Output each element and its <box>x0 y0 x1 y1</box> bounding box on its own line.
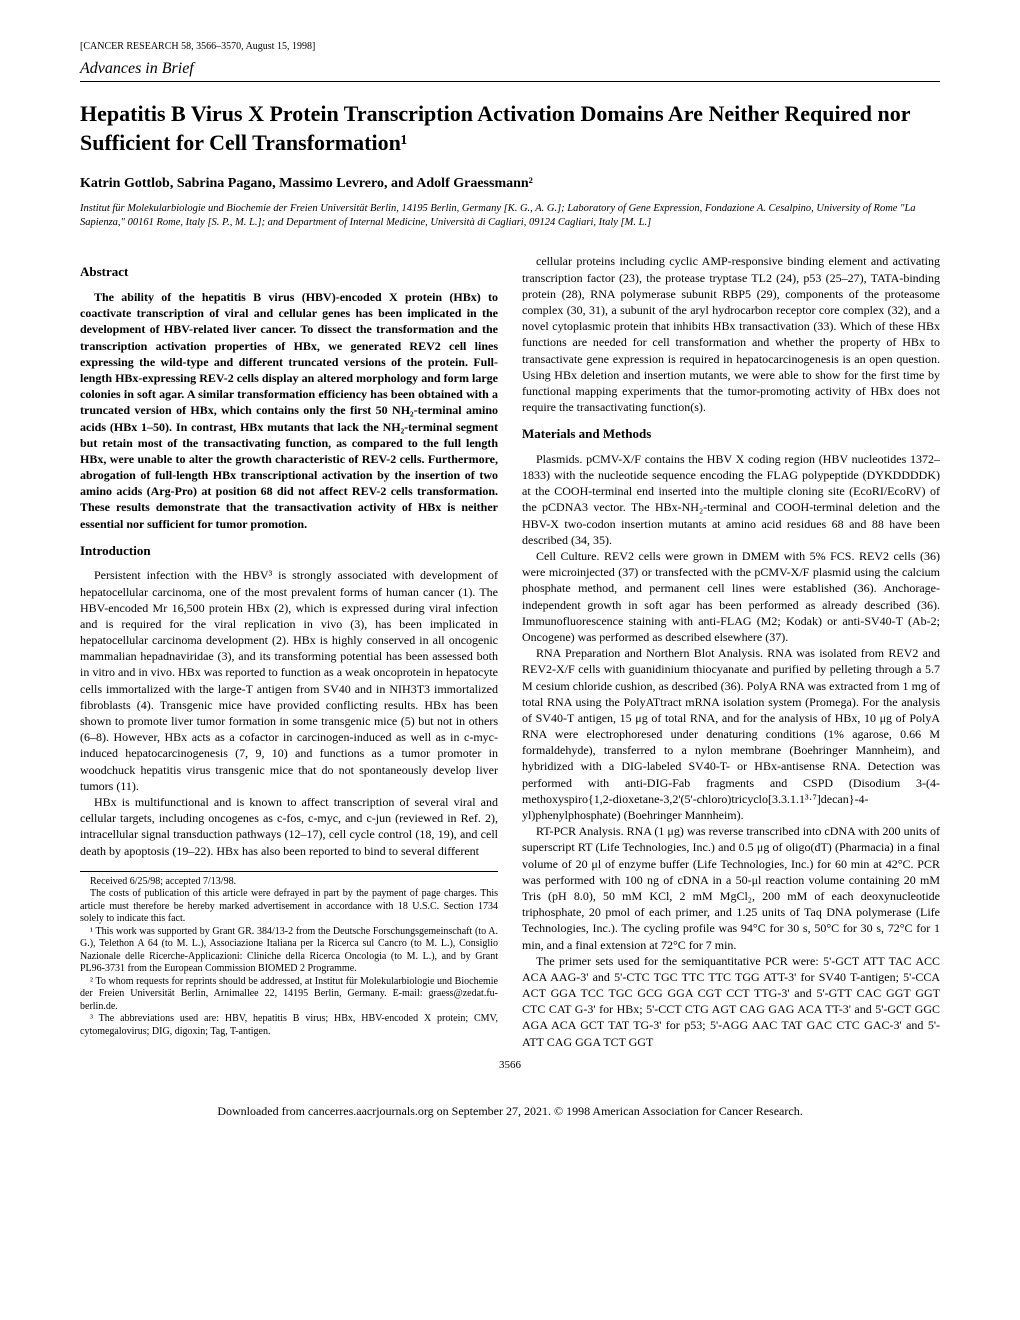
mm-primers: The primer sets used for the semiquantit… <box>522 953 940 1050</box>
mm-rtpcr: RT-PCR Analysis. RNA (1 μg) was reverse … <box>522 823 940 953</box>
mm-cell-culture: Cell Culture. REV2 cells were grown in D… <box>522 548 940 645</box>
download-note: Downloaded from cancerres.aacrjournals.o… <box>80 1103 940 1119</box>
mm-plasmids: Plasmids. pCMV-X/F contains the HBV X co… <box>522 451 940 548</box>
footnote-1: ¹ This work was supported by Grant GR. 3… <box>80 926 498 976</box>
section-label: Advances in Brief <box>80 58 940 83</box>
footnote-received: Received 6/25/98; accepted 7/13/98. <box>80 876 498 889</box>
footnote-3: ³ The abbreviations used are: HBV, hepat… <box>80 1013 498 1038</box>
intro-paragraph-2: HBx is multifunctional and is known to a… <box>80 794 498 859</box>
abstract-body: The ability of the hepatitis B virus (HB… <box>80 289 498 532</box>
page-number: 3566 <box>80 1058 940 1073</box>
introduction-heading: Introduction <box>80 542 498 560</box>
footnote-costs: The costs of publication of this article… <box>80 888 498 926</box>
mm-rna-prep: RNA Preparation and Northern Blot Analys… <box>522 645 940 823</box>
materials-methods-heading: Materials and Methods <box>522 425 940 443</box>
footnotes-block: Received 6/25/98; accepted 7/13/98. The … <box>80 871 498 1039</box>
abstract-heading: Abstract <box>80 263 498 281</box>
article-title: Hepatitis B Virus X Protein Transcriptio… <box>80 100 940 157</box>
affiliations: Institut für Molekularbiologie und Bioch… <box>80 202 940 229</box>
two-column-body: Abstract The ability of the hepatitis B … <box>80 253 940 1049</box>
col2-continuation: cellular proteins including cyclic AMP-r… <box>522 253 940 415</box>
authors-line: Katrin Gottlob, Sabrina Pagano, Massimo … <box>80 175 940 194</box>
footnote-2: ² To whom requests for reprints should b… <box>80 976 498 1014</box>
intro-paragraph-1: Persistent infection with the HBV³ is st… <box>80 567 498 794</box>
header-citation: [CANCER RESEARCH 58, 3566–3570, August 1… <box>80 40 940 54</box>
